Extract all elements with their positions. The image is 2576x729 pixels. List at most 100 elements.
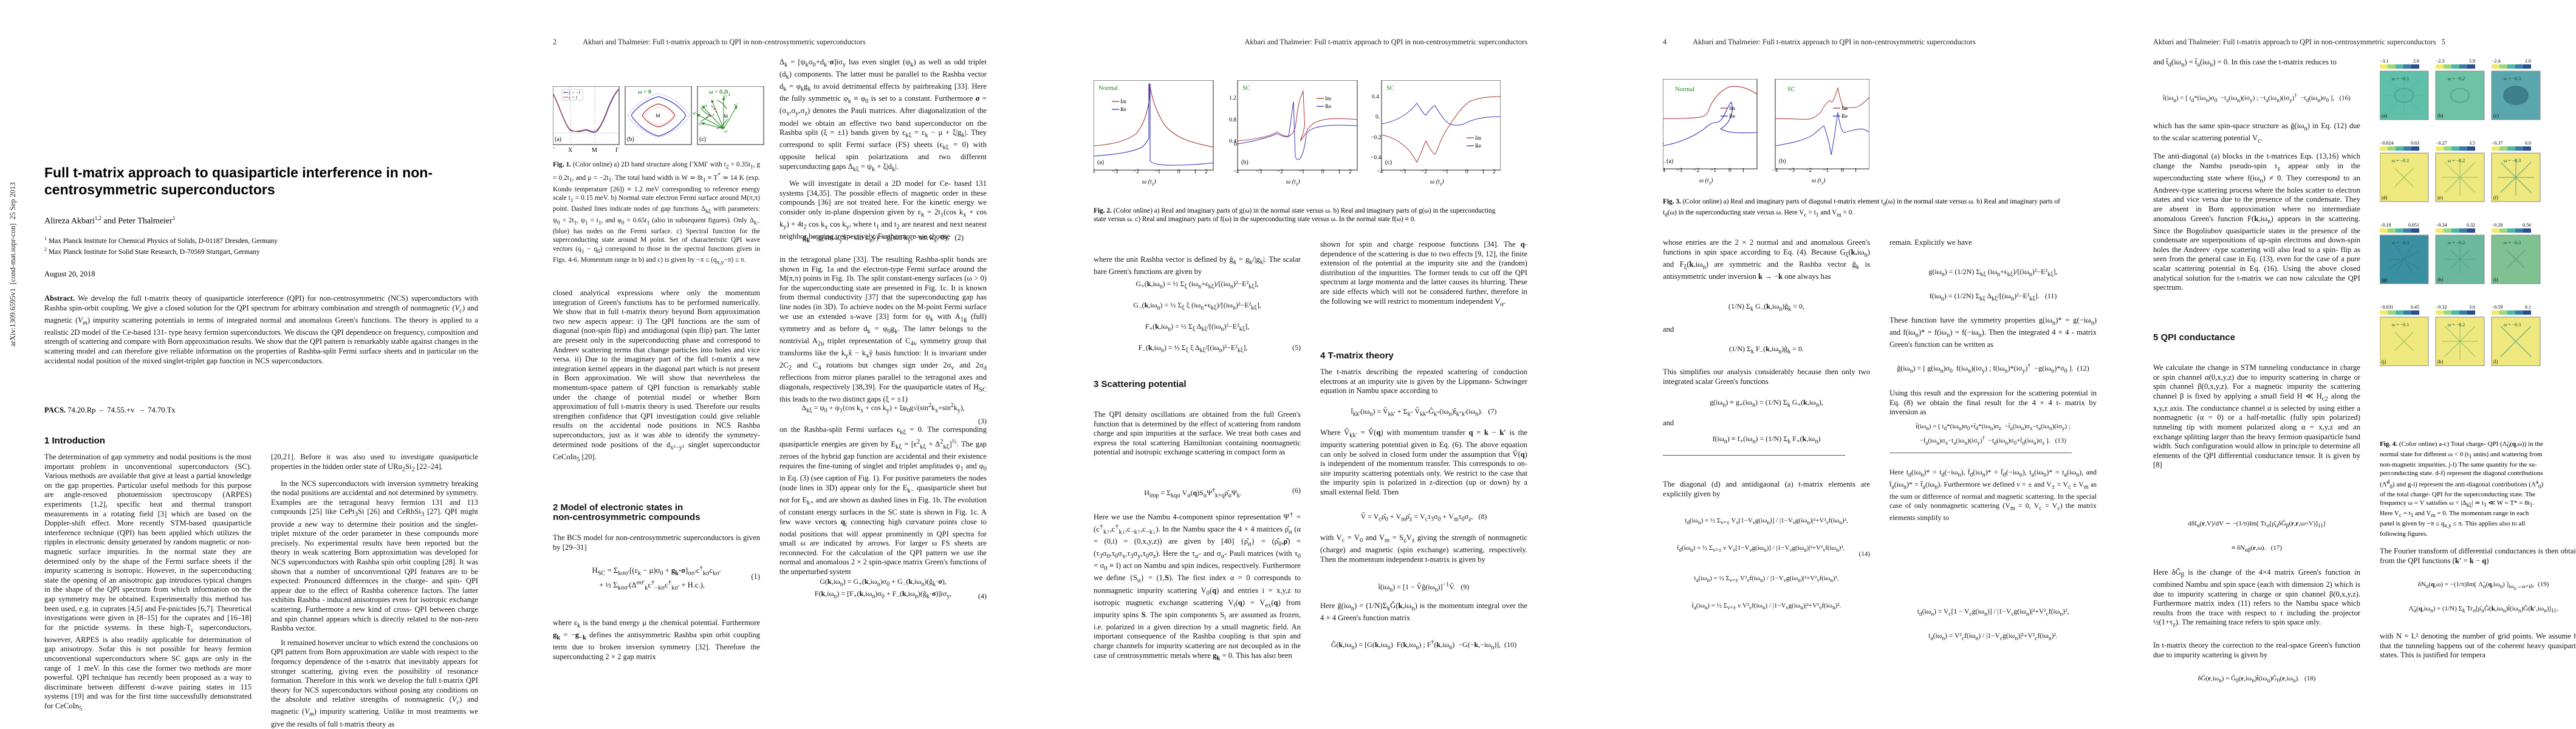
svg-text:0.45: 0.45 [2411, 304, 2419, 310]
svg-text:ω = −0.3: ω = −0.3 [2504, 76, 2521, 81]
svg-text:(b): (b) [2437, 113, 2444, 118]
svg-text:−2.3: −2.3 [2436, 58, 2445, 64]
svg-text:q4: q4 [703, 104, 707, 108]
svg-text:0.8: 0.8 [1229, 117, 1236, 123]
svg-text:ω = 0.2t1: ω = 0.2t1 [709, 89, 730, 97]
svg-text:0: 0 [1728, 168, 1732, 174]
svg-text:(c): (c) [2493, 113, 2499, 118]
svg-text:(a): (a) [555, 136, 561, 143]
svg-text:SC: SC [1242, 85, 1250, 92]
svg-text:ω (t1): ω (t1) [1699, 177, 1713, 186]
svg-text:−2: −2 [1133, 169, 1139, 175]
svg-text:(l): (l) [2493, 359, 2498, 364]
svg-text:−0.4: −0.4 [1371, 155, 1381, 161]
svg-text:ω = −0.2: ω = −0.2 [2448, 158, 2465, 163]
svg-text:−0.28: −0.28 [2492, 222, 2503, 228]
svg-text:1: 1 [1194, 169, 1197, 175]
svg-text:Im: Im [1475, 135, 1481, 141]
svg-text:M: M [656, 112, 660, 118]
svg-text:2: 2 [1205, 169, 1208, 175]
svg-text:1.2: 1.2 [1229, 95, 1236, 101]
svg-text:Γ: Γ [553, 147, 555, 154]
svg-text:6.0: 6.0 [2525, 140, 2531, 146]
svg-text:1.0: 1.0 [2525, 58, 2531, 64]
svg-text:−0.031: −0.031 [2380, 304, 2394, 310]
svg-text:3.6: 3.6 [2469, 304, 2475, 310]
svg-text:−4: −4 [1772, 168, 1778, 174]
svg-text:ξ = −1: ξ = −1 [569, 91, 580, 95]
svg-text:ω = −0.2: ω = −0.2 [2448, 240, 2465, 245]
svg-text:(e): (e) [2437, 195, 2443, 200]
svg-text:(b): (b) [1779, 158, 1786, 165]
svg-text:−2: −2 [1806, 168, 1812, 174]
svg-text:ω = −0.1: ω = −0.1 [2392, 76, 2409, 81]
svg-text:(b): (b) [627, 136, 634, 143]
svg-text:ω = −0.3: ω = −0.3 [2504, 240, 2521, 245]
svg-text:2: 2 [1349, 169, 1352, 175]
svg-text:(g): (g) [2382, 277, 2388, 282]
svg-text:ω = −0.1: ω = −0.1 [2392, 240, 2409, 245]
svg-text:−0.34: −0.34 [2436, 222, 2447, 228]
svg-text:Im: Im [1120, 98, 1126, 104]
svg-text:0.56: 0.56 [2523, 222, 2531, 228]
svg-text:Γ: Γ [615, 147, 619, 154]
svg-text:ω = −0.1: ω = −0.1 [2392, 158, 2409, 163]
svg-text:1: 1 [1742, 168, 1745, 174]
svg-text:ω = −0.3: ω = −0.3 [2504, 158, 2521, 163]
svg-text:Re: Re [1325, 103, 1331, 109]
svg-text:0.32: 0.32 [2467, 222, 2475, 228]
svg-text:ω = −0.1: ω = −0.1 [2392, 322, 2409, 327]
svg-text:ω (t1): ω (t1) [1142, 179, 1156, 187]
svg-text:−3.1: −3.1 [2380, 58, 2389, 64]
svg-text:Re: Re [1120, 106, 1126, 112]
svg-text:6.1: 6.1 [2525, 304, 2531, 310]
svg-text:−0.27: −0.27 [2436, 140, 2447, 146]
svg-text:SC: SC [1787, 86, 1795, 93]
svg-text:−0.2: −0.2 [1371, 135, 1381, 141]
svg-text:3.5: 3.5 [2469, 140, 2475, 146]
svg-text:ω = 0: ω = 0 [638, 89, 651, 95]
svg-text:−4: −4 [1094, 169, 1095, 175]
svg-text:q3: q3 [723, 94, 727, 98]
svg-text:1: 1 [1482, 169, 1485, 175]
svg-text:−0.32: −0.32 [2436, 304, 2447, 310]
svg-text:−0.37: −0.37 [2492, 140, 2503, 146]
svg-text:X: X [568, 147, 573, 154]
svg-text:(c): (c) [699, 136, 706, 143]
svg-text:−4: −4 [1233, 169, 1239, 175]
svg-text:0: 0 [1465, 169, 1468, 175]
svg-text:0.051: 0.051 [2408, 222, 2419, 228]
svg-text:ω (t1): ω (t1) [1286, 179, 1300, 187]
svg-text:−1: −1 [1298, 169, 1304, 175]
svg-text:1: 1 [1338, 169, 1341, 175]
svg-text:−1: −1 [1442, 169, 1448, 175]
svg-text:0.: 0. [1375, 114, 1380, 120]
svg-text:Im: Im [1729, 105, 1735, 111]
svg-text:Normal: Normal [1098, 85, 1118, 92]
svg-text:(a): (a) [1097, 159, 1104, 166]
svg-text:(h): (h) [2437, 277, 2444, 282]
svg-text:(j): (j) [2382, 359, 2386, 364]
svg-text:(b): (b) [1241, 159, 1249, 166]
svg-text:−3: −3 [1789, 168, 1795, 174]
svg-text:Im: Im [1325, 95, 1331, 101]
svg-text:−3: −3 [1676, 168, 1682, 174]
svg-text:Re: Re [1841, 113, 1848, 119]
svg-text:ω = −0.2: ω = −0.2 [2448, 76, 2465, 81]
svg-text:Re: Re [1729, 113, 1735, 119]
svg-text:−0.59: −0.59 [2492, 304, 2503, 310]
svg-text:0.: 0. [1234, 142, 1238, 148]
svg-text:5.9: 5.9 [2469, 58, 2475, 64]
svg-text:q2: q2 [734, 103, 738, 107]
svg-text:−4: −4 [1663, 168, 1665, 174]
svg-text:−3: −3 [1112, 169, 1118, 175]
svg-text:−4: −4 [1377, 169, 1383, 175]
svg-text:(i): (i) [2493, 277, 2498, 282]
svg-text:(k): (k) [2437, 359, 2444, 364]
svg-text:ξ = 1: ξ = 1 [569, 95, 578, 100]
svg-text:−2: −2 [1693, 168, 1699, 174]
svg-text:2: 2 [1493, 169, 1496, 175]
svg-text:−1: −1 [1154, 169, 1160, 175]
svg-text:−1: −1 [1823, 168, 1829, 174]
svg-text:−3: −3 [1400, 169, 1406, 175]
